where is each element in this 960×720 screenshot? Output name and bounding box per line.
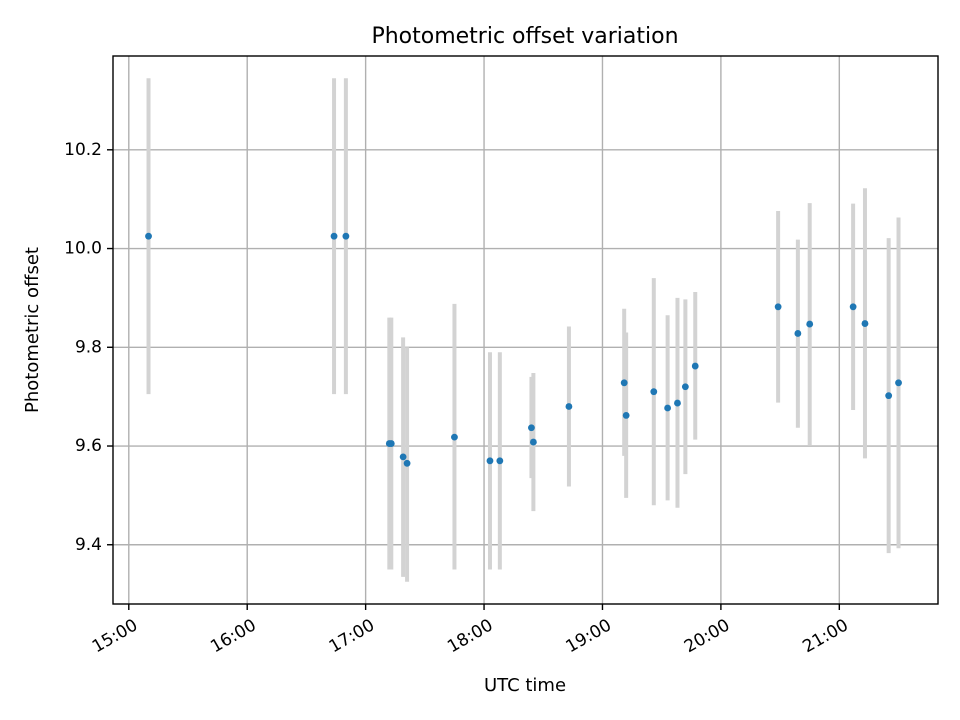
x-tick-label: 18:00 [444,615,496,657]
y-tick-label: 10.0 [64,239,102,259]
data-point [861,320,869,327]
x-tick-label: 21:00 [799,615,851,657]
data-point [529,438,537,446]
y-tick-label: 9.6 [75,436,102,456]
data-point [399,453,407,461]
data-point [403,459,411,467]
data-point [342,232,350,240]
data-point [691,362,699,370]
data-point [885,392,893,400]
data-point [806,320,814,328]
chart-title: Photometric offset variation [371,24,678,49]
data-point [620,379,628,387]
data-point [674,399,681,407]
data-point [664,404,672,412]
x-tick-label: 15:00 [89,615,141,657]
data-point [849,303,857,311]
data-point [895,379,902,387]
data-point [496,457,504,465]
data-point [145,232,152,240]
y-tick-label: 9.4 [75,535,102,555]
error-bar-layer [146,78,901,582]
x-axis-ticks: 15:00 16:00 17:00 18:00 19:00 20:00 21:00 [89,604,852,657]
y-tick-label: 9.8 [75,337,102,357]
data-point [486,457,494,465]
x-tick-label: 20:00 [681,615,733,657]
x-tick-label: 19:00 [563,615,615,657]
data-point [622,412,630,419]
plot-frame [112,55,939,605]
data-point [451,433,458,441]
point-layer [145,232,902,467]
data-point [681,383,689,391]
y-tick-label: 10.2 [64,140,102,160]
data-point [774,303,782,311]
grid-layer [113,56,938,604]
data-point [528,424,535,432]
data-point [650,388,658,396]
x-axis-label: UTC time [484,675,566,696]
y-axis-label: Photometric offset [22,247,43,413]
x-tick-label: 16:00 [207,615,259,657]
data-point [387,440,395,447]
data-point [330,232,338,240]
data-point [565,403,573,410]
data-point [794,330,802,337]
y-axis-ticks: 9.4 9.6 9.8 10.0 10.2 [64,140,113,555]
x-tick-label: 17:00 [326,615,378,657]
